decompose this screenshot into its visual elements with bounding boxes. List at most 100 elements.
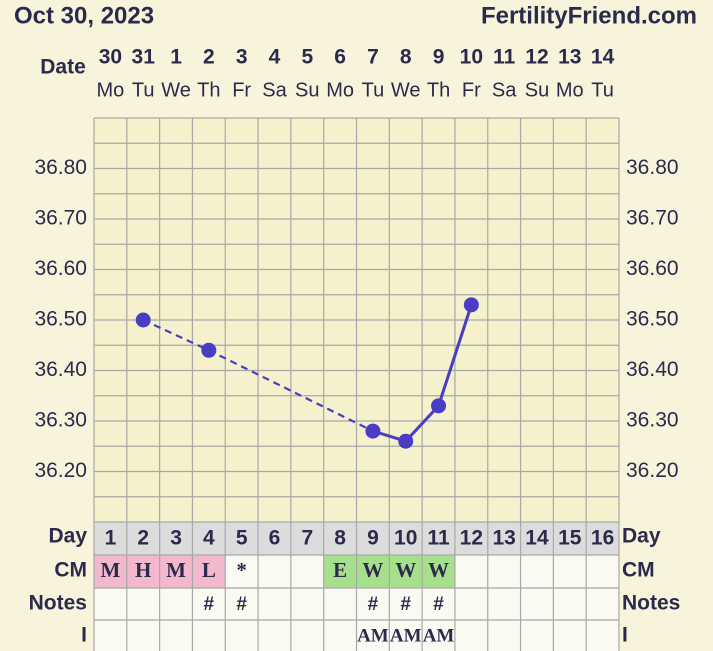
cm-cell [422, 555, 455, 588]
cm-cell [159, 555, 193, 588]
weekday-label: Fr [232, 79, 251, 101]
weekday-label: Tu [591, 79, 614, 101]
temp-line [142, 319, 210, 352]
day-label: 15 [558, 527, 582, 550]
date-label: 30 [99, 46, 122, 69]
temp-point [201, 342, 217, 358]
row-label: I [622, 624, 628, 647]
day-label: 9 [367, 527, 379, 550]
cm-label: M [100, 558, 120, 582]
weekday-label: We [391, 79, 421, 101]
weekday-label: Mo [326, 79, 354, 101]
row-label: I [81, 624, 87, 647]
date-label: 31 [132, 46, 156, 69]
row-label: Day [622, 525, 661, 548]
row-label: CM [622, 559, 655, 582]
day-label: 12 [460, 527, 483, 550]
date-label: 10 [460, 46, 483, 69]
day-label: 16 [591, 527, 614, 550]
weekday-label: Su [295, 79, 319, 101]
date-label: 6 [334, 46, 346, 69]
day-label: 4 [203, 527, 215, 550]
row-label: Date [40, 56, 86, 79]
day-label: 11 [427, 527, 450, 550]
date-label: 11 [493, 46, 516, 69]
day-label: 7 [301, 527, 313, 550]
note-label: # [368, 594, 379, 615]
note-label: # [433, 594, 444, 615]
date-label: 12 [525, 46, 548, 69]
y-tick-label: 36.50 [34, 308, 87, 331]
i-label: AM [357, 625, 389, 646]
cm-cell [192, 555, 226, 588]
temp-line [208, 349, 374, 433]
date-label: 2 [203, 46, 215, 69]
cm-label: W [428, 558, 449, 582]
weekday-label: Mo [97, 79, 125, 101]
day-label: 2 [137, 527, 149, 550]
note-label: # [204, 594, 215, 615]
temp-point [365, 423, 381, 439]
cm-label: E [333, 558, 347, 582]
cm-cell [94, 555, 127, 588]
date-title: Oct 30, 2023 [14, 2, 154, 29]
temp-point [463, 297, 479, 313]
weekday-label: Tu [132, 79, 155, 101]
y-tick-label: 36.40 [626, 358, 679, 381]
cm-cell [323, 555, 357, 588]
day-label: 8 [334, 527, 346, 550]
date-label: 8 [400, 46, 412, 69]
cm-label: L [202, 558, 216, 582]
date-label: 7 [367, 46, 379, 69]
day-label: 10 [394, 527, 417, 550]
day-label: 14 [525, 527, 549, 550]
y-tick-label: 36.20 [34, 459, 87, 482]
cm-cell [126, 555, 160, 588]
weekday-label: We [161, 79, 191, 101]
weekday-label: Sa [262, 79, 287, 101]
cm-label: H [135, 558, 151, 582]
weekday-label: Fr [462, 79, 481, 101]
cm-label: W [362, 558, 383, 582]
weekday-label: Th [427, 79, 450, 101]
y-tick-label: 36.30 [34, 409, 87, 432]
date-label: 5 [301, 46, 313, 69]
temp-line [404, 404, 440, 443]
date-label: 13 [558, 46, 581, 69]
y-tick-label: 36.70 [626, 207, 679, 230]
y-tick-label: 36.80 [34, 156, 87, 179]
date-label: 1 [170, 46, 182, 69]
temp-line [437, 304, 473, 407]
cm-cell [356, 555, 390, 588]
site-name: FertilityFriend.com [481, 2, 697, 29]
day-label: 1 [105, 527, 117, 550]
temp-point [398, 433, 414, 449]
temp-point [431, 398, 447, 414]
y-tick-label: 36.40 [34, 358, 87, 381]
day-label: 6 [269, 527, 281, 550]
cm-cell [389, 555, 423, 588]
day-label: 5 [236, 527, 248, 550]
i-label: AM [423, 625, 455, 646]
weekday-label: Th [197, 79, 220, 101]
y-tick-label: 36.50 [626, 308, 679, 331]
date-label: 14 [591, 46, 615, 69]
row-label: CM [54, 559, 87, 582]
weekday-label: Tu [362, 79, 385, 101]
cm-label: M [166, 558, 186, 582]
y-tick-label: 36.80 [626, 156, 679, 179]
y-tick-label: 36.70 [34, 207, 87, 230]
row-label: Day [48, 525, 87, 548]
date-label: 4 [269, 46, 281, 69]
y-tick-label: 36.30 [626, 409, 679, 432]
day-label: 3 [170, 527, 182, 550]
weekday-label: Sa [492, 79, 517, 101]
weekday-label: Su [525, 79, 549, 101]
temp-point [135, 312, 151, 328]
row-label: Notes [29, 592, 87, 615]
y-tick-label: 36.20 [626, 459, 679, 482]
cm-label: * [236, 558, 247, 582]
y-tick-label: 36.60 [626, 257, 679, 280]
